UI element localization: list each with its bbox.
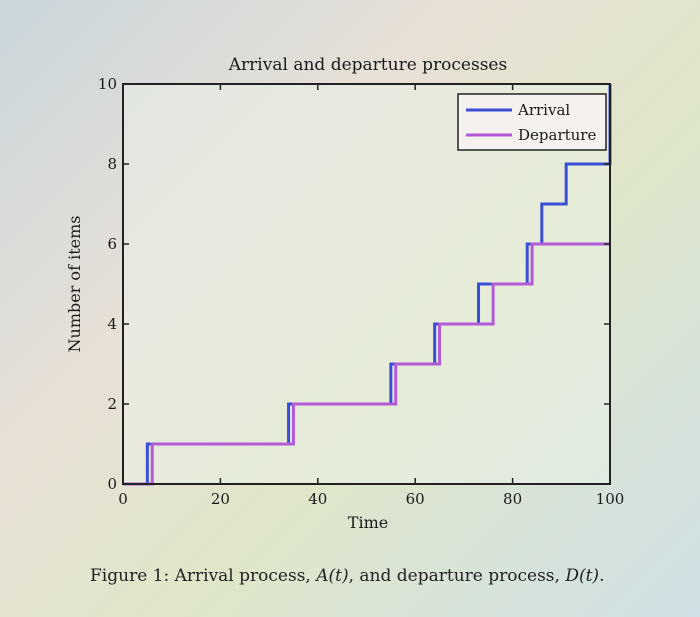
x-tick-label: 100 <box>596 490 625 508</box>
x-tick-label: 40 <box>308 490 327 508</box>
y-tick-label: 10 <box>98 75 117 93</box>
caption-departure-symbol: D(t) <box>565 566 600 586</box>
x-tick-label: 60 <box>406 490 425 508</box>
y-axis-label: Number of items <box>65 216 84 353</box>
y-tick-label: 4 <box>107 315 117 333</box>
legend-box <box>457 93 607 151</box>
x-tick-label: 0 <box>118 490 128 508</box>
caption-suffix: . <box>599 566 605 586</box>
plot-frame <box>122 83 611 485</box>
caption-arrival-symbol: A(t) <box>316 566 349 586</box>
figure-caption: Figure 1: Arrival process, A(t), and dep… <box>90 566 604 586</box>
caption-prefix: Figure 1: Arrival process, <box>90 566 317 586</box>
legend: Arrival Departure <box>457 93 607 151</box>
x-axis-label: Time <box>348 513 388 532</box>
legend-label-departure: Departure <box>518 126 596 144</box>
x-tick-label: 80 <box>503 490 522 508</box>
y-tick-label: 2 <box>107 395 117 413</box>
legend-label-arrival: Arrival <box>517 101 570 119</box>
y-tick-label: 6 <box>107 235 117 253</box>
chart-title: Arrival and departure processes <box>228 55 507 75</box>
series-departure-line <box>123 242 610 486</box>
caption-middle: , and departure process, <box>348 566 566 586</box>
y-tick-label: 0 <box>107 475 117 493</box>
x-tick-label: 20 <box>211 490 230 508</box>
y-tick-label: 8 <box>107 155 117 173</box>
